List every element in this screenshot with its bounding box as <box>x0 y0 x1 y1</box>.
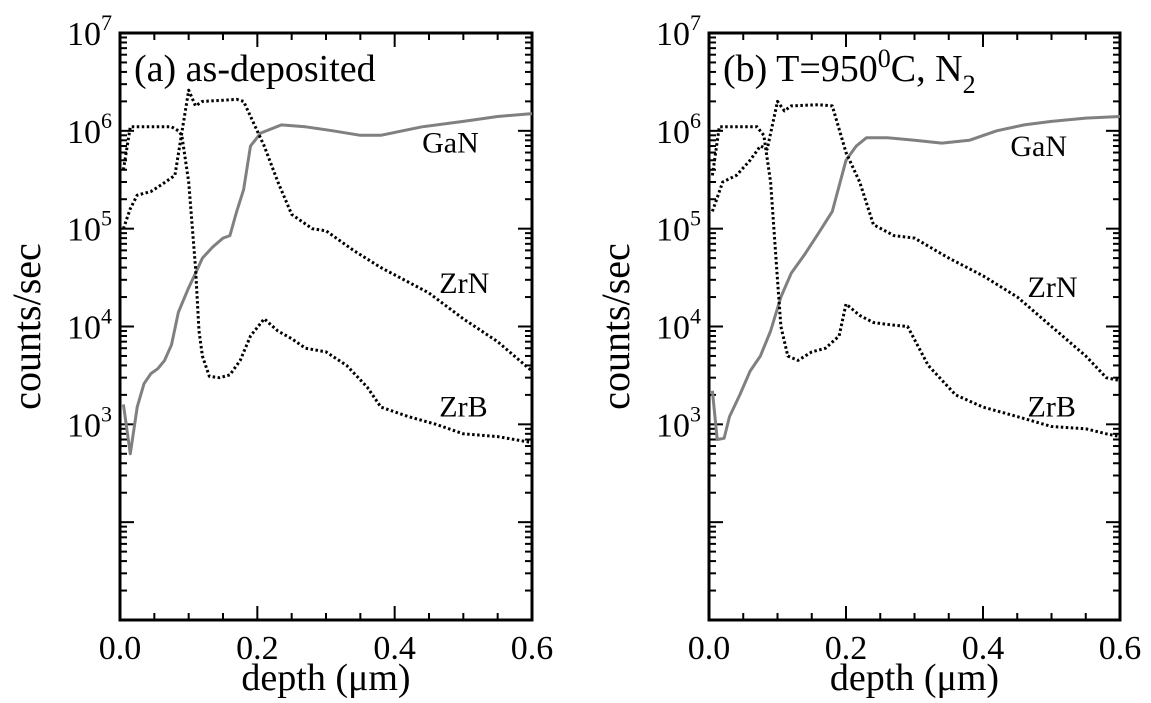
panel-b-ytick-label: 107 <box>656 10 701 53</box>
panel-a-ytick-label: 107 <box>67 10 112 53</box>
panel-b-title: (b) T=9500C, N2 <box>723 44 976 99</box>
panel-a-xtick-label: 0.0 <box>99 630 142 667</box>
panel-b-label-zrn: ZrN <box>1028 271 1078 304</box>
panel-b-xlabel: depth (μm) <box>830 657 999 698</box>
panel-a-series-zrb <box>121 125 533 445</box>
panel-b-ytick-label: 104 <box>656 304 701 347</box>
panel-a-ytick-label: 103 <box>67 401 112 444</box>
panel-b-series-gan <box>710 115 1121 441</box>
panel-b-xtick-label: 0.2 <box>825 630 868 667</box>
panel-a-label-gan: GaN <box>422 127 479 160</box>
panel-a-ytick-label: 106 <box>67 108 112 151</box>
panel-b-series-zrn <box>710 99 1121 383</box>
panel-b-ytick-label: 103 <box>656 401 701 444</box>
panel-b-series-zrb <box>710 125 1121 439</box>
panel-b-xtick-label: 0.6 <box>1099 630 1142 667</box>
panel-b-ylabel: counts/sec <box>593 243 638 410</box>
panel-b-ytick-label: 105 <box>656 206 701 249</box>
panel-a-ylabel: counts/sec <box>4 243 49 410</box>
panel-b-xtick-label: 0.0 <box>688 630 731 667</box>
panel-a-ytick-label: 105 <box>67 206 112 249</box>
panel-a-label-zrn: ZrN <box>439 267 489 300</box>
panel-a-xtick-label: 0.4 <box>373 630 416 667</box>
panel-a-ytick-label: 104 <box>67 304 112 347</box>
panel-a-xtick-label: 0.2 <box>236 630 279 667</box>
panel-a: 103 104 105 106 107 0.0 0.2 0.4 0.6 depth (μm) cou… <box>4 10 554 699</box>
panel-b-label-gan: GaN <box>1010 130 1067 163</box>
panel-a-label-zrb: ZrB <box>439 391 487 424</box>
panel-a-xlabel: depth (μm) <box>241 657 410 698</box>
panel-b-ytick-label: 106 <box>656 108 701 151</box>
panel-b: 103 104 105 106 107 0.0 0.2 0.4 0.6 depth (μm) cou… <box>593 10 1142 699</box>
panel-b-label-zrb: ZrB <box>1028 391 1076 424</box>
panel-a-xtick-label: 0.6 <box>511 630 554 667</box>
panel-b-xtick-label: 0.4 <box>962 630 1005 667</box>
panel-a-series-gan <box>121 112 533 456</box>
panel-a-title: (a) as-deposited <box>134 48 376 90</box>
